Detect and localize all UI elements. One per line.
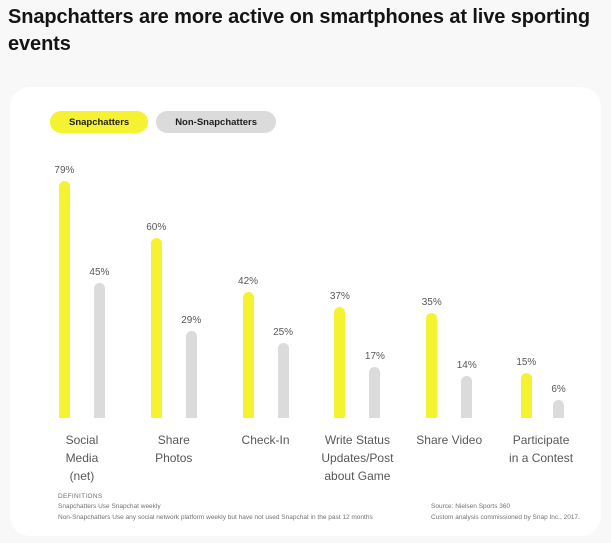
category-label: Social Media (net) <box>65 433 99 483</box>
bar-value-label: 6% <box>551 384 566 395</box>
bar-value-label: 42% <box>238 276 259 287</box>
chart-column-check-in: 42% 25% Check-In <box>220 161 312 485</box>
chart-column-write-status: 37% 17% Write Status Updates/Post about Game <box>311 161 403 485</box>
bar-group-snapchatters: 79% <box>54 165 74 418</box>
bar-pair: 60% 29% <box>146 161 201 418</box>
legend-pill-non-snapchatters: Non-Snapchatters <box>156 111 277 133</box>
chart-card: Snapchatters Non-Snapchatters 79% 45% Socia… <box>10 87 601 536</box>
bar-group-snapchatters: 15% <box>516 357 536 418</box>
bar-value-label: 60% <box>146 222 167 233</box>
chart-column-share-video: 35% 14% Share Video <box>403 161 495 485</box>
bar-pair: 15% 6% <box>516 161 566 418</box>
bar-snapchatters <box>150 238 162 418</box>
chart-columns: 79% 45% Social Media (net) 60% 29% Share Photos 4… <box>36 161 587 485</box>
chart-column-share: 60% 29% Share Photos <box>128 161 220 485</box>
bar-non-snapchatters <box>553 400 565 418</box>
definitions-heading: DEFINITIONS <box>58 492 103 500</box>
bar-value-label: 15% <box>516 357 537 368</box>
bar-value-label: 14% <box>456 360 477 371</box>
bar-non-snapchatters <box>369 367 381 418</box>
bar-group-snapchatters: 42% <box>238 276 258 418</box>
legend-pill-snapchatters: Snapchatters <box>50 111 149 133</box>
chart-legend: Snapchatters Non-Snapchatters <box>50 111 277 133</box>
bar-value-label: 45% <box>89 267 110 278</box>
chart-column-participate: 15% 6% Participate in a Contest <box>495 161 587 485</box>
bar-group-non-snapchatters: 6% <box>551 384 566 418</box>
bar-value-label: 17% <box>364 351 385 362</box>
bar-group-snapchatters: 37% <box>330 291 350 418</box>
category-label: Check-In <box>241 433 290 447</box>
definition-non-snapchatters: Non-Snapchatters Use any social network … <box>58 513 373 521</box>
bar-snapchatters <box>520 373 532 418</box>
chart-column-social: 79% 45% Social Media (net) <box>36 161 128 485</box>
bar-non-snapchatters <box>277 343 289 418</box>
bar-group-non-snapchatters: 45% <box>89 267 109 418</box>
category-label: Share Video <box>416 433 483 447</box>
bar-pair: 35% 14% <box>422 161 477 418</box>
bar-snapchatters <box>426 313 438 418</box>
bar-value-label: 35% <box>421 297 442 308</box>
bar-group-non-snapchatters: 29% <box>181 315 201 418</box>
source-line-2: Custom analysis commissioned by Snap Inc… <box>431 513 580 521</box>
bar-non-snapchatters <box>461 376 473 418</box>
bar-value-label: 79% <box>54 165 75 176</box>
bar-group-non-snapchatters: 25% <box>273 327 293 418</box>
bar-pair: 42% 25% <box>238 161 293 418</box>
page-title: Snapchatters are more active on smartpho… <box>8 6 590 55</box>
bar-group-non-snapchatters: 17% <box>365 351 385 418</box>
bar-non-snapchatters <box>93 283 105 418</box>
bar-pair: 79% 45% <box>54 161 109 418</box>
bar-snapchatters <box>242 292 254 418</box>
category-label: Share Photos <box>155 433 193 465</box>
source-line-1: Source: Nielsen Sports 360 <box>431 503 511 511</box>
definitions-note: DEFINITIONS Snapchatters Use Snapchat we… <box>58 492 373 523</box>
bar-non-snapchatters <box>185 331 197 418</box>
source-note: Source: Nielsen Sports 360 Custom analys… <box>431 502 580 523</box>
category-label: Participate in a Contest <box>509 433 574 465</box>
bar-snapchatters <box>334 307 346 418</box>
bar-value-label: 29% <box>181 315 202 326</box>
definition-snapchatters: Snapchatters Use Snapchat weekly <box>58 503 161 511</box>
bar-snapchatters <box>58 181 70 418</box>
bar-group-snapchatters: 35% <box>422 297 442 418</box>
bar-group-snapchatters: 60% <box>146 222 166 418</box>
bar-pair: 37% 17% <box>330 161 385 418</box>
bar-group-non-snapchatters: 14% <box>457 360 477 418</box>
bar-value-label: 37% <box>329 291 350 302</box>
bar-value-label: 25% <box>273 327 294 338</box>
category-label: Write Status Updates/Post about Game <box>321 433 394 483</box>
